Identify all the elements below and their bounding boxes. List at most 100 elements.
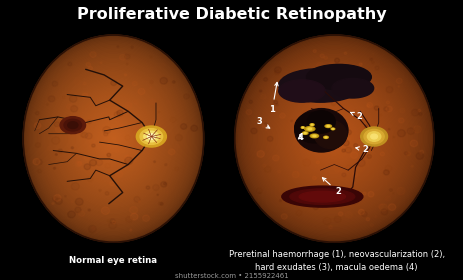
Ellipse shape [154, 161, 156, 163]
Ellipse shape [106, 131, 120, 146]
Ellipse shape [342, 149, 345, 152]
Ellipse shape [52, 69, 175, 209]
Ellipse shape [98, 120, 129, 157]
Ellipse shape [94, 116, 132, 161]
Ellipse shape [70, 106, 78, 112]
Ellipse shape [108, 132, 119, 145]
Ellipse shape [341, 77, 345, 81]
Ellipse shape [311, 189, 313, 190]
Ellipse shape [88, 225, 96, 232]
Ellipse shape [52, 81, 58, 86]
Ellipse shape [306, 87, 310, 91]
Ellipse shape [75, 207, 81, 213]
Ellipse shape [251, 128, 257, 134]
Ellipse shape [257, 58, 412, 219]
Ellipse shape [130, 206, 138, 214]
Ellipse shape [131, 213, 138, 220]
Ellipse shape [303, 106, 365, 171]
Ellipse shape [114, 112, 120, 117]
Ellipse shape [63, 80, 164, 197]
Ellipse shape [302, 132, 308, 134]
Ellipse shape [181, 124, 187, 129]
Ellipse shape [297, 100, 372, 178]
Ellipse shape [334, 149, 337, 151]
Ellipse shape [37, 159, 43, 165]
Ellipse shape [276, 78, 393, 199]
Text: Preretinal haemorrhage (1), neovascularization (2),: Preretinal haemorrhage (1), neovasculari… [229, 250, 444, 259]
Ellipse shape [72, 91, 155, 186]
Ellipse shape [56, 154, 57, 155]
Ellipse shape [131, 46, 133, 48]
Ellipse shape [300, 102, 369, 175]
Ellipse shape [362, 211, 367, 217]
Ellipse shape [75, 162, 81, 167]
Ellipse shape [70, 89, 156, 188]
Ellipse shape [364, 125, 368, 128]
Ellipse shape [370, 58, 372, 60]
Ellipse shape [52, 202, 54, 205]
Ellipse shape [314, 118, 354, 159]
Ellipse shape [411, 165, 413, 167]
Ellipse shape [344, 52, 347, 54]
Ellipse shape [246, 47, 423, 230]
Ellipse shape [100, 123, 127, 154]
Ellipse shape [302, 105, 367, 172]
Ellipse shape [383, 170, 389, 175]
Ellipse shape [397, 130, 406, 137]
Ellipse shape [25, 38, 201, 240]
Ellipse shape [276, 104, 278, 106]
Ellipse shape [250, 50, 419, 227]
Ellipse shape [326, 125, 331, 127]
Ellipse shape [368, 192, 374, 197]
Ellipse shape [79, 211, 85, 216]
Ellipse shape [358, 160, 365, 167]
Ellipse shape [367, 155, 371, 158]
Ellipse shape [132, 81, 137, 86]
Text: Proliferative Diabetic Retinopathy: Proliferative Diabetic Retinopathy [77, 7, 386, 22]
Ellipse shape [138, 88, 145, 95]
Ellipse shape [289, 92, 379, 185]
Ellipse shape [64, 82, 163, 195]
Ellipse shape [293, 96, 375, 181]
Ellipse shape [249, 100, 252, 103]
Ellipse shape [338, 212, 343, 216]
Text: 2: 2 [350, 112, 362, 121]
Ellipse shape [48, 64, 179, 214]
Ellipse shape [67, 85, 160, 192]
Ellipse shape [287, 89, 382, 188]
Ellipse shape [273, 75, 395, 202]
Ellipse shape [125, 155, 129, 159]
Ellipse shape [310, 124, 314, 126]
Ellipse shape [62, 79, 165, 198]
Ellipse shape [279, 69, 362, 102]
Ellipse shape [416, 153, 424, 159]
Ellipse shape [144, 131, 159, 142]
Ellipse shape [44, 60, 182, 218]
Ellipse shape [164, 183, 166, 185]
Ellipse shape [298, 101, 370, 176]
Ellipse shape [368, 132, 381, 141]
Ellipse shape [308, 128, 312, 130]
Text: shutterstock.com • 2155922461: shutterstock.com • 2155922461 [175, 273, 288, 279]
Ellipse shape [85, 106, 142, 171]
Ellipse shape [58, 75, 169, 202]
Ellipse shape [59, 76, 168, 201]
Ellipse shape [23, 35, 204, 242]
Ellipse shape [325, 137, 327, 138]
Ellipse shape [283, 85, 385, 192]
Ellipse shape [54, 70, 173, 207]
Ellipse shape [65, 195, 66, 197]
Ellipse shape [332, 128, 334, 129]
Ellipse shape [92, 114, 135, 163]
Ellipse shape [323, 134, 326, 137]
Ellipse shape [381, 209, 388, 215]
Ellipse shape [102, 126, 125, 151]
Ellipse shape [359, 63, 362, 66]
Ellipse shape [325, 137, 327, 138]
Ellipse shape [110, 182, 114, 186]
Ellipse shape [53, 167, 56, 169]
Ellipse shape [110, 219, 115, 223]
Ellipse shape [39, 53, 188, 224]
Ellipse shape [69, 87, 158, 190]
Ellipse shape [31, 44, 196, 233]
